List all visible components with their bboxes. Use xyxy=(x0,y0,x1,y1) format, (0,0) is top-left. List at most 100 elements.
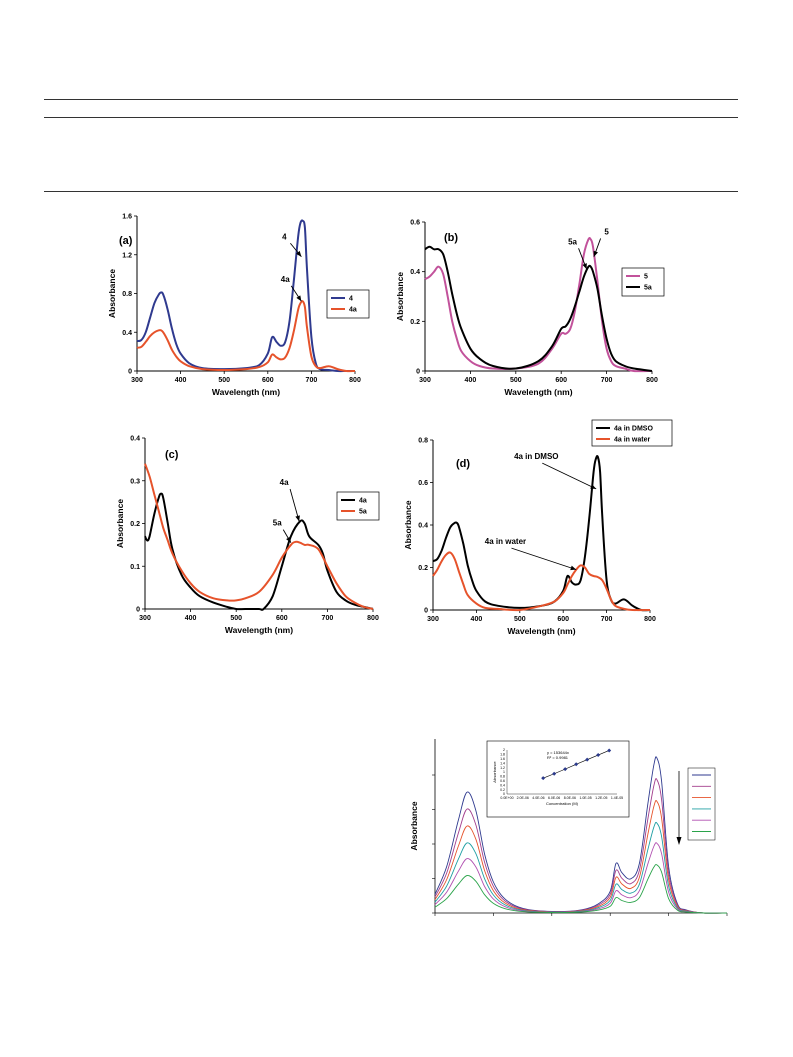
y-tick-label: 1.2 xyxy=(122,252,132,259)
panel-label: (d) xyxy=(456,458,470,470)
inset-y-tick-label: 1.4 xyxy=(500,761,505,765)
x-tick-label: 800 xyxy=(349,377,361,384)
y-tick-label: 0.2 xyxy=(130,521,140,528)
x-tick-label: 300 xyxy=(139,615,151,622)
legend-label: 5a xyxy=(359,509,367,516)
dilution-series-line xyxy=(434,800,728,914)
y-tick-label: 0.2 xyxy=(418,565,428,572)
chart-panel-b: 0 0.2 0.4 0.6 300 400 500 600 700 800 Wavelength (… xyxy=(395,220,665,397)
chart-panel-a: 0 0.4 0.8 1.2 1.6 300 400 500 600 700 800 Wavelengt… xyxy=(107,214,370,397)
panel-label: (b) xyxy=(444,232,458,244)
y-axis-label: Absorbance xyxy=(409,801,419,850)
x-tick-label: 500 xyxy=(218,377,230,384)
annotation-arrow xyxy=(542,462,597,490)
legend-label: 4 xyxy=(349,296,353,303)
legend-box xyxy=(326,289,370,319)
inset-x-axis-label: Concentration (M) xyxy=(546,801,579,806)
inset-data-point xyxy=(574,762,579,767)
inset-data-point xyxy=(585,757,590,762)
y-tick-label: 1.6 xyxy=(122,214,132,221)
annotation-arrow xyxy=(289,488,300,522)
series-line-5a xyxy=(144,463,374,610)
inset-x-tick-label: 1.4E-05 xyxy=(611,796,623,800)
annotation-arrowhead xyxy=(582,263,587,270)
x-tick-label: 800 xyxy=(646,377,658,384)
x-axis-label: Wavelength (nm) xyxy=(225,625,293,635)
inset-x-tick-label: 1.2E-05 xyxy=(595,796,607,800)
x-tick-label: 800 xyxy=(367,615,379,622)
y-tick-label: 0.8 xyxy=(418,438,428,445)
x-tick-label: 800 xyxy=(644,616,656,623)
x-tick-label: 400 xyxy=(185,615,197,622)
y-tick-label: 0.6 xyxy=(418,480,428,487)
inset-x-tick-label: 4.0E-06 xyxy=(532,796,544,800)
y-axis-label: Absorbance xyxy=(115,499,125,548)
x-axis-label: Wavelength (nm) xyxy=(212,387,280,397)
x-tick-label: 600 xyxy=(555,377,567,384)
series-line-5a xyxy=(424,245,653,372)
inset-y-tick-label: 0 xyxy=(503,792,505,796)
x-tick-label: 500 xyxy=(230,615,242,622)
annotation-label: 5a xyxy=(273,519,282,528)
annotation-arrowhead xyxy=(590,484,597,489)
x-tick-label: 500 xyxy=(510,377,522,384)
annotation-label: 5a xyxy=(568,237,577,246)
annotation-label: 4a xyxy=(280,478,289,487)
legend-label: 5 xyxy=(644,274,648,281)
x-tick-label: 700 xyxy=(306,377,318,384)
legend-label: 4a in DMSO xyxy=(614,426,653,433)
chart-dilution-series: Absorbance 00.20.40.60.811.21.41.61.82 0.0… xyxy=(409,739,728,916)
y-tick-label: 0 xyxy=(136,607,140,614)
legend-label: 4a xyxy=(349,307,357,314)
inset-data-point xyxy=(552,771,557,776)
x-tick-label: 300 xyxy=(419,377,431,384)
annotation-label: 4 xyxy=(282,232,287,241)
legend-box xyxy=(591,419,673,447)
inset-data-point xyxy=(541,776,546,781)
x-tick-label: 600 xyxy=(276,615,288,622)
dilution-series-line xyxy=(434,778,728,914)
annotation-arrowhead xyxy=(295,515,300,522)
series-line-4a xyxy=(144,492,374,611)
legend-box xyxy=(621,267,665,297)
x-tick-label: 400 xyxy=(465,377,477,384)
x-tick-label: 400 xyxy=(175,377,187,384)
inset-frame xyxy=(486,740,630,818)
y-tick-label: 0.4 xyxy=(130,436,140,443)
y-tick-label: 0.3 xyxy=(130,478,140,485)
inset-r-squared: R² = 0.9981 xyxy=(547,755,569,760)
chart-panel-d: 0 0.2 0.4 0.6 0.8 300 400 500 600 700 800 Wavelengt… xyxy=(403,419,673,636)
x-tick-label: 500 xyxy=(514,616,526,623)
legend-label: 4a in water xyxy=(614,437,650,444)
x-tick-label: 600 xyxy=(262,377,274,384)
annotation-arrowhead xyxy=(286,536,291,543)
y-axis-label: Absorbance xyxy=(403,500,413,549)
trend-arrowhead xyxy=(676,837,682,845)
annotation-arrowhead xyxy=(296,295,302,302)
x-tick-label: 700 xyxy=(322,615,334,622)
y-tick-label: 0.2 xyxy=(410,319,420,326)
inset-data-point xyxy=(607,748,612,753)
top-rule xyxy=(44,99,738,100)
y-axis-label: Absorbance xyxy=(107,269,117,318)
inset-data-point xyxy=(596,753,601,758)
series-line-4a xyxy=(136,300,356,373)
series-line-4 xyxy=(136,219,355,373)
y-tick-label: 0 xyxy=(416,369,420,376)
inset-x-tick-label: 6.0E-06 xyxy=(548,796,560,800)
inset-y-tick-label: 1.2 xyxy=(500,766,505,770)
inset-data-point xyxy=(563,767,568,772)
legend-label: 5a xyxy=(644,285,652,292)
x-axis-label: Wavelength (nm) xyxy=(507,626,575,636)
dilution-series-line xyxy=(434,842,728,914)
y-tick-label: 0 xyxy=(128,369,132,376)
annotation-label: 4a in water xyxy=(485,537,526,546)
inset-equation: y = 153644x xyxy=(547,750,569,755)
dilution-series-line xyxy=(434,756,728,914)
annotation-label: 4a xyxy=(281,275,290,284)
legend-box xyxy=(336,491,380,521)
y-tick-label: 0.4 xyxy=(410,269,420,276)
inset-y-tick-label: 0.4 xyxy=(500,783,505,787)
y-tick-label: 0.6 xyxy=(410,220,420,227)
panel-label: (a) xyxy=(119,235,133,247)
